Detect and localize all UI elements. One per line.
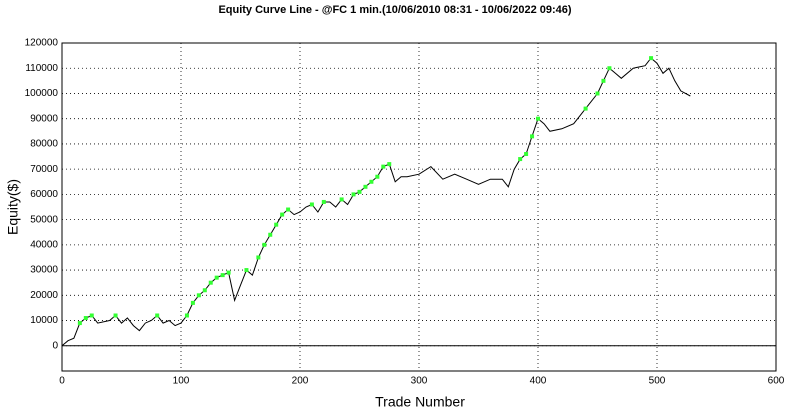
new-high-marker (184, 313, 189, 318)
new-high-marker (607, 66, 612, 71)
new-high-marker (208, 280, 213, 285)
y-tick-label: 60000 (30, 189, 58, 200)
new-high-marker (524, 152, 529, 157)
y-tick-label: 30000 (30, 265, 58, 276)
y-tick-label: 0 (52, 340, 58, 351)
x-axis-label: Trade Number (375, 394, 465, 410)
new-high-marker (649, 56, 654, 61)
new-high-marker (387, 162, 392, 167)
new-high-marker (351, 192, 356, 197)
new-high-marker (190, 300, 195, 305)
new-high-marker (155, 313, 160, 318)
new-high-marker (262, 242, 267, 247)
x-tick-label: 200 (292, 376, 309, 387)
y-tick-label: 90000 (30, 113, 58, 124)
new-high-marker (363, 184, 368, 189)
chart-title: Equity Curve Line - @FC 1 min.(10/06/201… (218, 4, 571, 16)
new-high-marker (214, 275, 219, 280)
new-high-marker (595, 91, 600, 96)
new-high-marker (274, 222, 279, 227)
new-high-marker (339, 197, 344, 202)
new-high-marker (601, 78, 606, 83)
y-tick-label: 20000 (30, 290, 58, 301)
new-high-marker (113, 313, 118, 318)
new-high-marker (280, 212, 285, 217)
y-tick-label: 10000 (30, 315, 58, 326)
new-high-marker (244, 268, 249, 273)
new-high-marker (518, 157, 523, 162)
y-tick-label: 100000 (25, 88, 59, 99)
new-high-marker (83, 316, 88, 321)
y-axis-label: Equity($) (5, 179, 21, 235)
new-high-marker (321, 199, 326, 204)
y-tick-label: 80000 (30, 139, 58, 150)
x-tick-label: 100 (173, 376, 190, 387)
new-high-marker (286, 207, 291, 212)
new-high-marker (220, 273, 225, 278)
new-high-marker (375, 174, 380, 179)
y-tick-label: 40000 (30, 239, 58, 250)
y-tick-label: 110000 (25, 63, 58, 74)
new-high-marker (256, 255, 261, 260)
y-tick-label: 50000 (30, 214, 58, 225)
equity-line (61, 57, 691, 347)
new-high-marker (583, 106, 588, 111)
new-high-marker (226, 270, 231, 275)
x-tick-label: 0 (59, 376, 65, 387)
x-tick-label: 400 (530, 376, 547, 387)
x-tick-label: 500 (649, 376, 666, 387)
new-high-marker (357, 189, 362, 194)
new-high-marker (369, 179, 374, 184)
x-tick-label: 300 (411, 376, 428, 387)
new-high-marker (196, 293, 201, 298)
new-high-marker (202, 288, 207, 293)
y-tick-label: 70000 (30, 164, 58, 175)
new-high-marker (381, 164, 386, 169)
new-high-marker (530, 134, 535, 139)
y-tick-label: 120000 (25, 38, 59, 49)
x-tick-label: 600 (768, 376, 785, 387)
new-high-marker (77, 321, 82, 326)
new-high-marker (268, 232, 273, 237)
new-high-marker (89, 313, 94, 318)
new-high-marker (309, 202, 314, 207)
new-high-marker (536, 116, 540, 121)
